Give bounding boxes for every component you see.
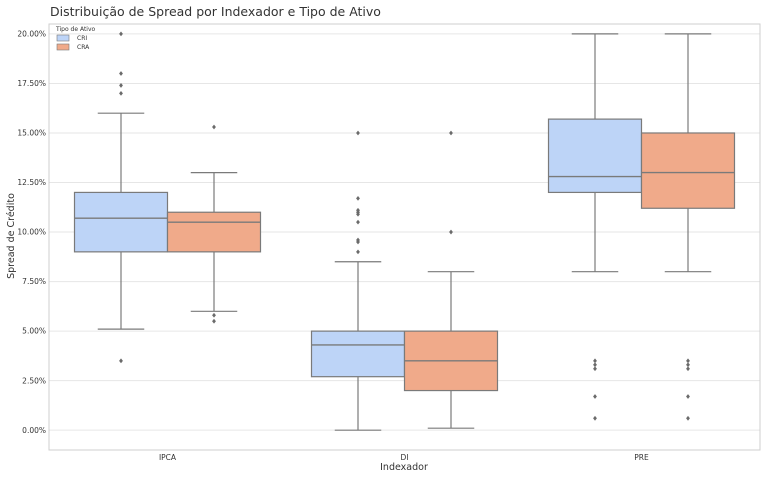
y-tick-label: 20.00%	[17, 30, 46, 39]
outlier-point	[686, 366, 690, 372]
outlier-point	[356, 219, 360, 225]
outlier-point	[212, 312, 216, 318]
box-cra-ipca	[166, 124, 262, 324]
outlier-point	[119, 71, 123, 76]
chart-title: Distribuição de Spread por Indexador e T…	[50, 4, 381, 19]
x-tick-label-ipca: IPCA	[159, 453, 177, 462]
outlier-point	[119, 90, 123, 96]
y-tick-label: 5.00%	[22, 327, 46, 336]
outlier-point	[593, 394, 597, 399]
box-iqr	[310, 330, 406, 378]
box-iqr	[166, 211, 262, 253]
box-iqr	[547, 118, 643, 194]
outlier-point	[356, 237, 360, 243]
outlier-point	[119, 358, 123, 364]
outlier-point	[212, 124, 216, 130]
outlier-point	[356, 207, 360, 213]
legend-swatch-cra	[56, 43, 70, 51]
outlier-point	[686, 362, 690, 368]
box-cri-di	[310, 130, 406, 431]
y-tick-label: 2.50%	[22, 376, 46, 385]
box-cri-pre	[547, 33, 643, 421]
legend-swatch-cri	[56, 34, 70, 42]
outlier-point	[356, 195, 360, 201]
y-tick-label: 7.50%	[22, 277, 46, 286]
outlier-point	[356, 130, 360, 136]
outlier-point	[119, 31, 123, 37]
box-iqr	[73, 191, 169, 253]
outlier-point	[593, 358, 597, 364]
outlier-point	[686, 394, 690, 399]
outlier-point	[212, 318, 216, 324]
legend-label-cra: CRA	[77, 44, 90, 51]
outlier-point	[593, 415, 597, 421]
box-cra-di	[403, 130, 499, 429]
legend: Tipo de Ativo CRI CRA	[55, 26, 96, 51]
x-tick-label-pre: PRE	[634, 453, 649, 462]
y-tick-labels: 0.00% 2.50% 5.00% 7.50% 10.00% 12.50% 15.00% 17…	[17, 30, 46, 435]
y-tick-label: 17.50%	[17, 79, 46, 88]
x-tick-label-di: DI	[401, 453, 409, 462]
outlier-point	[356, 249, 360, 255]
outlier-point	[593, 366, 597, 372]
y-axis-label: Spread de Crédito	[6, 193, 17, 279]
y-tick-label: 10.00%	[17, 228, 46, 237]
y-tick-label: 0.00%	[22, 426, 46, 435]
outlier-point	[593, 362, 597, 368]
x-tick-labels: IPCA DI PRE	[159, 453, 649, 462]
outlier-point	[449, 130, 453, 136]
box-cri-ipca	[73, 31, 169, 364]
boxes-layer	[73, 31, 736, 431]
y-tick-label: 15.00%	[17, 129, 46, 138]
outlier-point	[686, 358, 690, 364]
y-tick-label: 12.50%	[17, 178, 46, 187]
plot-frame	[48, 23, 761, 451]
box-cra-pre	[640, 33, 736, 421]
legend-title: Tipo de Ativo	[55, 26, 96, 33]
box-iqr	[640, 132, 736, 209]
x-axis-label: Indexador	[380, 462, 428, 473]
outlier-point	[449, 229, 453, 235]
outlier-point	[686, 415, 690, 421]
legend-label-cri: CRI	[77, 35, 87, 42]
outlier-point	[119, 83, 123, 88]
